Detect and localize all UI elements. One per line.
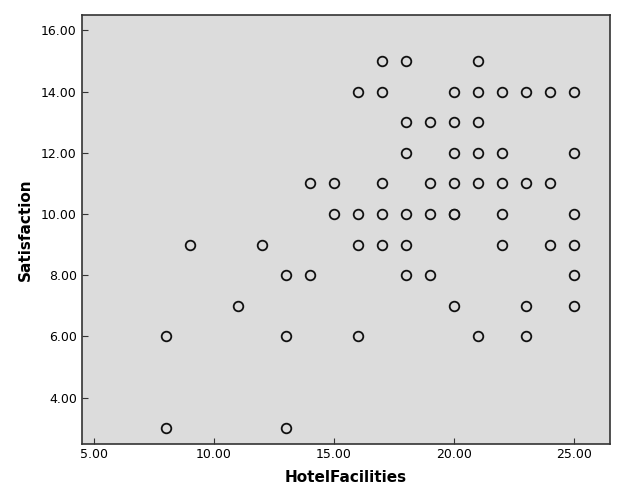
Point [569,240,579,248]
Point [353,240,363,248]
Point [497,179,507,187]
Y-axis label: Satisfaction: Satisfaction [18,178,33,281]
Point [521,333,531,341]
Point [569,210,579,218]
Point [305,179,315,187]
Point [449,179,459,187]
X-axis label: HotelFacilities: HotelFacilities [285,470,407,485]
Point [425,271,435,279]
Point [449,149,459,157]
Point [473,333,483,341]
Point [497,240,507,248]
Point [353,210,363,218]
Point [281,333,291,341]
Point [473,118,483,127]
Point [425,179,435,187]
Point [233,302,243,310]
Point [521,88,531,96]
Point [281,271,291,279]
Point [401,210,411,218]
Point [161,424,171,432]
Point [401,271,411,279]
Point [353,88,363,96]
Point [473,149,483,157]
Point [401,240,411,248]
Point [473,57,483,65]
Point [569,88,579,96]
Point [449,210,459,218]
Point [377,88,387,96]
Point [497,88,507,96]
Point [401,118,411,127]
Point [425,210,435,218]
Point [545,240,555,248]
Point [449,118,459,127]
Point [473,179,483,187]
Point [497,149,507,157]
Point [449,302,459,310]
Point [569,149,579,157]
Point [425,118,435,127]
Point [377,179,387,187]
Point [545,88,555,96]
Point [329,179,339,187]
Point [521,302,531,310]
Point [521,179,531,187]
Point [161,333,171,341]
Point [377,57,387,65]
Point [569,271,579,279]
Point [257,240,267,248]
Point [497,210,507,218]
Point [569,302,579,310]
Point [545,179,555,187]
Point [401,57,411,65]
Point [377,240,387,248]
Point [353,333,363,341]
Point [305,271,315,279]
Point [449,88,459,96]
Point [281,424,291,432]
Point [185,240,195,248]
Point [329,210,339,218]
Point [473,88,483,96]
Point [449,210,459,218]
Point [377,210,387,218]
Point [401,149,411,157]
